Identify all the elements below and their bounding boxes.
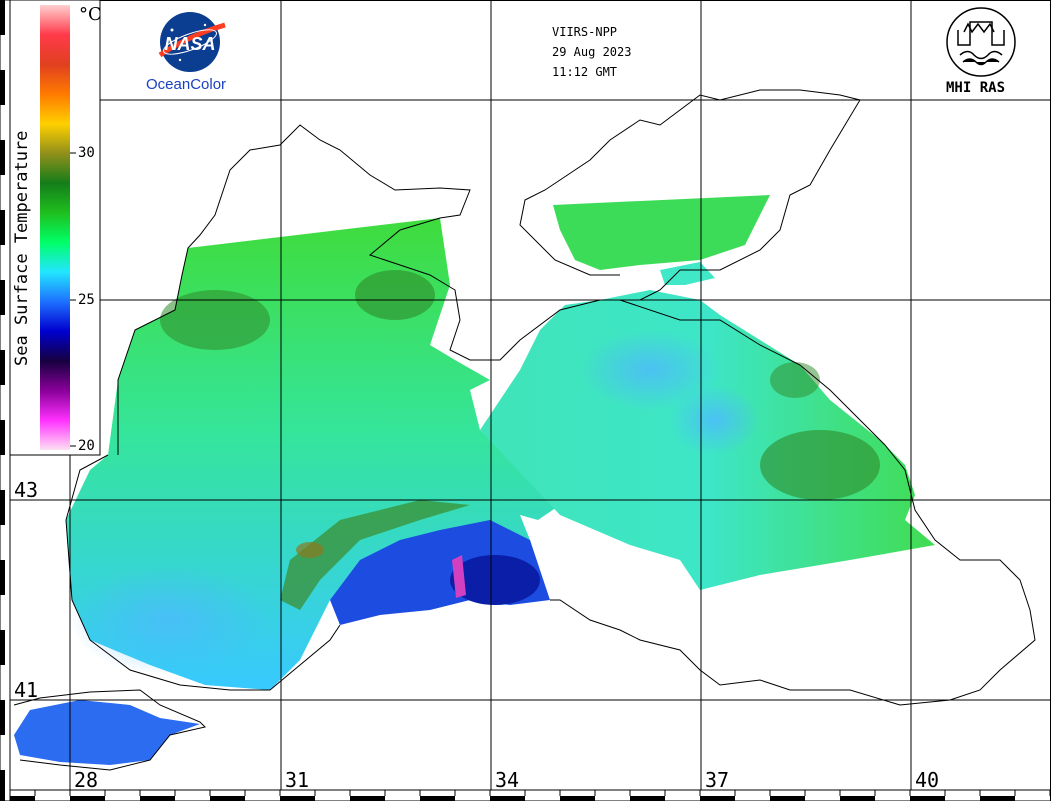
scale-segment [0, 630, 5, 665]
warm-patch-nw [160, 290, 270, 350]
nasa-logo: NASA [158, 12, 226, 72]
time-label: 11:12 GMT [552, 65, 618, 79]
colorbar-tick-30: 30 [78, 145, 95, 161]
scale-segment [490, 796, 525, 801]
sensor-label: VIIRS-NPP [552, 25, 618, 39]
eddy-east [670, 385, 760, 455]
scale-segment [0, 0, 5, 35]
scale-segment [140, 796, 175, 801]
scale-segment [0, 280, 5, 315]
scale-segment [0, 560, 5, 595]
scale-segment [210, 796, 245, 801]
warm-spot-brown [296, 542, 324, 558]
scale-segment [420, 796, 455, 801]
coastal-sw [70, 565, 270, 675]
eddy-central [580, 330, 720, 410]
left-scale-bar [0, 0, 11, 801]
colorbar-tick-25: 25 [78, 292, 95, 308]
date-label: 29 Aug 2023 [552, 45, 632, 59]
scale-segment [280, 796, 315, 801]
scale-segment [0, 70, 5, 105]
scale-segment [0, 210, 5, 245]
latitude-label-41: 41 [14, 678, 39, 702]
cold-magenta [452, 555, 466, 598]
scale-segment [560, 796, 595, 801]
coastline [13, 89, 1036, 771]
scale-segment [980, 796, 1015, 801]
cold-core [450, 555, 540, 605]
longitude-label-40: 40 [915, 768, 940, 792]
warm-patch-ne [770, 362, 820, 398]
scale-segment [0, 420, 5, 455]
scale-segment [0, 770, 5, 801]
colorbar [9, 0, 101, 456]
warm-patch-crimea-w [355, 270, 435, 320]
scale-segment [630, 796, 665, 801]
scale-segment [70, 796, 105, 801]
scale-segment [700, 796, 735, 801]
bottom-scale-bar [0, 789, 1051, 801]
scale-segment [910, 796, 945, 801]
colorbar-tick-20: 20 [78, 438, 95, 454]
colorbar-title: Sea Surface Temperature [12, 130, 32, 366]
scale-segment [0, 700, 5, 735]
latitude-label-43: 43 [14, 478, 39, 502]
longitude-label-34: 34 [495, 768, 520, 792]
colorbar-unit: °C [79, 4, 102, 25]
scale-segment [0, 796, 35, 801]
scale-segment [0, 350, 5, 385]
longitude-label-31: 31 [285, 768, 310, 792]
scale-segment [770, 796, 805, 801]
oceancolor-caption: OceanColor [146, 76, 227, 93]
scale-segment [0, 490, 5, 525]
warm-patch-east [760, 430, 880, 500]
colorbar-gradient [40, 5, 70, 450]
sst-azov [553, 195, 770, 270]
nasa-logo-text: NASA [164, 34, 215, 54]
longitude-label-37: 37 [705, 768, 730, 792]
mhi-logo [946, 7, 1016, 77]
mhi-ras-caption: MHI RAS [946, 80, 1006, 96]
longitude-label-28: 28 [74, 768, 99, 792]
sst-marmara [14, 700, 200, 765]
scale-segment [0, 140, 5, 175]
scale-segment [350, 796, 385, 801]
scale-segment [840, 796, 875, 801]
